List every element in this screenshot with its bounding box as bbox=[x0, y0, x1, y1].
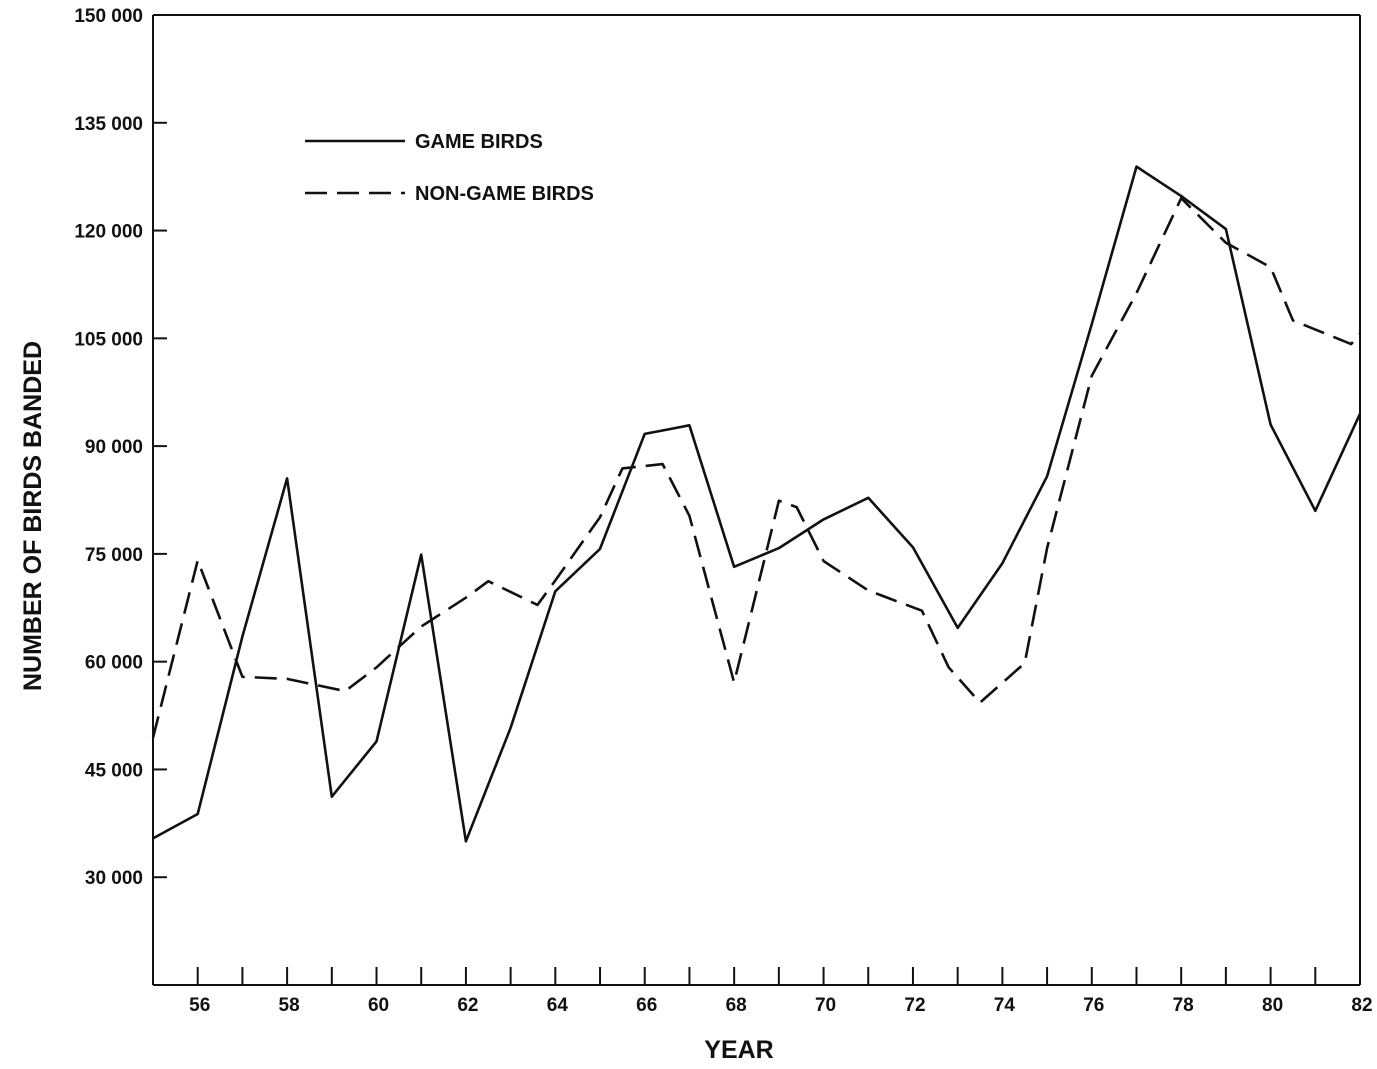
x-tick-label: 76 bbox=[1083, 995, 1104, 1016]
y-tick-label: 60 000 bbox=[85, 653, 143, 674]
y-tick-label: 90 000 bbox=[85, 437, 143, 458]
x-tick-label: 64 bbox=[547, 995, 569, 1016]
plot-frame bbox=[152, 14, 1361, 986]
x-tick-label: 62 bbox=[457, 995, 478, 1016]
x-tick-label: 58 bbox=[279, 995, 300, 1016]
x-tick-label: 78 bbox=[1173, 995, 1194, 1016]
y-axis-ticks: 30 000 45 000 60 000 75 000 90 000 105 000 120… bbox=[74, 6, 167, 889]
legend: GAME BIRDS NON-GAME BIRDS bbox=[305, 131, 594, 205]
x-axis-title: YEAR bbox=[704, 1036, 773, 1064]
series-layer bbox=[151, 165, 1362, 843]
series-line-game-birds bbox=[152, 165, 1362, 843]
x-tick-label: 66 bbox=[636, 995, 657, 1016]
x-tick-label: 74 bbox=[994, 995, 1016, 1016]
y-tick-label: 105 000 bbox=[74, 329, 143, 350]
x-tick-label: 70 bbox=[815, 995, 836, 1016]
legend-label: GAME BIRDS bbox=[415, 131, 543, 153]
legend-label: NON-GAME BIRDS bbox=[415, 183, 594, 205]
x-tick-label: 82 bbox=[1351, 995, 1372, 1016]
x-tick-label: 72 bbox=[904, 995, 925, 1016]
x-tick-label: 80 bbox=[1262, 995, 1283, 1016]
y-tick-label: 120 000 bbox=[74, 222, 143, 243]
y-tick-label: 75 000 bbox=[85, 545, 143, 566]
y-tick-label: 150 000 bbox=[74, 6, 143, 27]
y-axis-title: NUMBER OF BIRDS BANDED bbox=[19, 341, 47, 691]
x-tick-label: 60 bbox=[368, 995, 389, 1016]
y-tick-label: 30 000 bbox=[85, 868, 143, 889]
x-axis-ticks: 56 58 60 62 64 66 68 70 72 74 76 78 80 82 bbox=[152, 967, 1373, 1016]
x-tick-label: 68 bbox=[726, 995, 747, 1016]
y-tick-label: 45 000 bbox=[85, 760, 143, 781]
series-line-non-game-birds bbox=[151, 196, 1362, 739]
y-tick-label: 135 000 bbox=[74, 114, 143, 135]
x-tick-label: 56 bbox=[189, 995, 210, 1016]
